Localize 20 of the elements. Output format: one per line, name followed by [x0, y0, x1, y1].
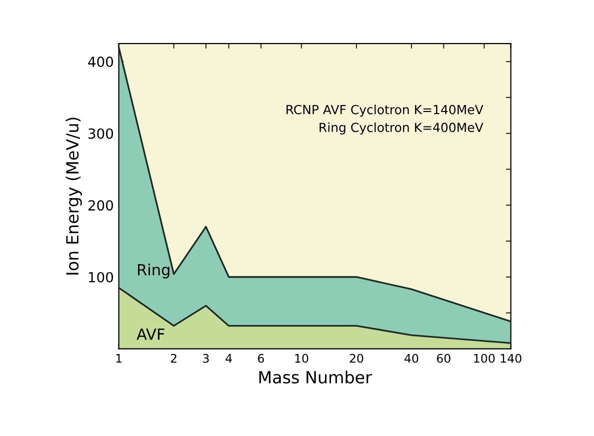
x-axis-title: Mass Number — [259, 370, 372, 384]
x-tick-label: 10 — [295, 354, 308, 363]
y-axis-title: Ion Energy (MeV/u) — [66, 118, 82, 274]
x-tick-label: 6 — [258, 354, 264, 363]
x-tick-label: 1 — [116, 354, 122, 363]
x-tick-label: 2 — [170, 354, 176, 363]
y-tick-label: 100 — [88, 272, 114, 282]
x-tick-label: 40 — [404, 354, 418, 363]
series-label: Ring — [138, 264, 170, 278]
x-tick-label: 140 — [500, 354, 522, 363]
y-tick-label: 200 — [88, 200, 114, 211]
x-tick-label: 20 — [350, 354, 364, 363]
x-tick-label: 60 — [436, 354, 450, 363]
x-tick-label: 3 — [203, 354, 209, 363]
annotation: RCNP AVF Cyclotron K=140MeV Ring Cyclotron K=400MeV — [286, 104, 484, 135]
y-tick-label: 300 — [88, 128, 114, 139]
y-tick-label: 400 — [88, 56, 114, 68]
x-tick-label: 4 — [226, 354, 232, 363]
x-tick-label: 100 — [474, 354, 495, 363]
series-label: AVF — [136, 328, 164, 340]
